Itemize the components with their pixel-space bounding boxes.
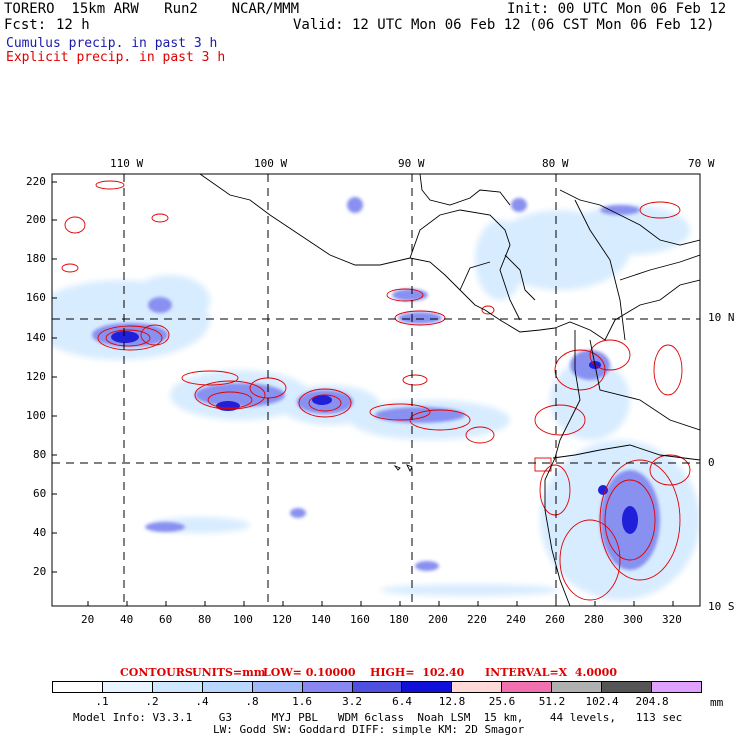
coastlines — [199, 174, 700, 606]
x-tick-label: 140 — [311, 613, 331, 626]
x-tick-label: 280 — [584, 613, 604, 626]
color-scale-bar — [52, 681, 702, 693]
colorbar-label: 25.6 — [488, 695, 516, 708]
colorbar-label: 3.2 — [342, 695, 362, 708]
colorbar-swatch — [352, 682, 403, 692]
colorbar-swatch — [502, 682, 553, 692]
x-tick-label: 160 — [350, 613, 370, 626]
x-tick-label: 320 — [662, 613, 682, 626]
colorbar-swatch — [552, 682, 603, 692]
model-info-line1: Model Info: V3.3.1 G3 MYJ PBL WDM 6class… — [73, 711, 683, 724]
contour-low: LOW= 0.10000 — [263, 666, 356, 679]
model-info-line2: LW: Godd SW: Goddard DIFF: simple KM: 2D… — [213, 723, 525, 736]
lon-label: 70 W — [688, 157, 715, 170]
x-tick-label: 240 — [506, 613, 526, 626]
y-tick-label: 120 — [26, 370, 46, 383]
init-time: Init: 00 UTC Mon 06 Feb 12 — [507, 1, 727, 17]
contour-interval: INTERVAL=X 4.0000 — [485, 666, 617, 679]
colorbar-label: .8 — [245, 695, 259, 708]
legend-cumulus: Cumulus precip. in past 3 h — [6, 36, 218, 51]
x-tick-label: 120 — [272, 613, 292, 626]
legend-explicit: Explicit precip. in past 3 h — [6, 50, 226, 65]
y-tick-label: 40 — [33, 526, 47, 539]
colorbar-label: 51.2 — [538, 695, 566, 708]
colorbar-unit: mm — [710, 696, 724, 709]
color-scale-labels: .1 .2 .4 .8 1.6 3.2 6.4 12.8 25.6 51.2 102.4 204.8 — [52, 695, 702, 709]
colorbar-label: 6.4 — [392, 695, 412, 708]
forecast-hour: 12 h — [56, 17, 90, 33]
colorbar-swatch — [53, 682, 103, 692]
colorbar-swatch — [202, 682, 253, 692]
lat-lon-grid — [52, 174, 700, 606]
y-tick-label: 80 — [33, 448, 47, 461]
colorbar-swatch — [302, 682, 353, 692]
lon-label: 110 W — [110, 157, 144, 170]
colorbar-swatch — [102, 682, 153, 692]
x-tick-label: 100 — [233, 613, 253, 626]
colorbar-swatch — [652, 682, 701, 692]
x-tick-label: 260 — [545, 613, 565, 626]
lon-label: 80 W — [542, 157, 569, 170]
y-tick-label: 160 — [26, 291, 46, 304]
colorbar-swatch — [402, 682, 453, 692]
colorbar-label: 102.4 — [585, 695, 619, 708]
contour-high: HIGH= 102.40 — [370, 666, 465, 679]
x-tick-label: 20 — [81, 613, 95, 626]
x-tick-label: 180 — [389, 613, 409, 626]
map-frame — [51, 173, 701, 607]
colorbar-label: 1.6 — [292, 695, 312, 708]
lat-label: 0 — [708, 456, 715, 469]
contour-units: UNITS=mm — [192, 666, 266, 679]
lon-label: 100 W — [254, 157, 288, 170]
y-tick-label: 60 — [33, 487, 47, 500]
lat-label: 10 N — [708, 311, 735, 324]
y-tick-label: 200 — [26, 213, 46, 226]
colorbar-label: .4 — [195, 695, 209, 708]
x-tick-label: 300 — [623, 613, 643, 626]
x-tick-label: 80 — [198, 613, 212, 626]
lat-label: 10 S — [708, 600, 735, 613]
colorbar-swatch — [252, 682, 303, 692]
light-precip-shading — [52, 205, 700, 600]
colorbar-swatch — [452, 682, 503, 692]
x-axis-ticks — [87, 601, 674, 606]
y-tick-label: 180 — [26, 252, 46, 265]
colorbar-label: 12.8 — [438, 695, 466, 708]
colorbar-label: .2 — [145, 695, 159, 708]
contour-label: CONTOURS: — [120, 666, 197, 679]
forecast-label: Fcst: — [4, 17, 47, 33]
x-tick-label: 200 — [428, 613, 448, 626]
x-tick-label: 60 — [159, 613, 173, 626]
model-title: TORERO 15km ARW Run2 NCAR/MMM — [4, 1, 300, 17]
y-axis-ticks — [52, 181, 57, 573]
y-tick-label: 20 — [33, 565, 47, 578]
lon-label: 90 W — [398, 157, 425, 170]
colorbar-label: .1 — [95, 695, 109, 708]
y-tick-label: 100 — [26, 409, 46, 422]
colorbar-swatch — [152, 682, 203, 692]
x-tick-label: 40 — [120, 613, 134, 626]
valid-time: Valid: 12 UTC Mon 06 Feb 12 (06 CST Mon … — [293, 17, 715, 33]
y-tick-label: 220 — [26, 175, 46, 188]
y-tick-label: 140 — [26, 331, 46, 344]
colorbar-swatch — [602, 682, 653, 692]
x-tick-label: 220 — [467, 613, 487, 626]
colorbar-label: 204.8 — [635, 695, 669, 708]
